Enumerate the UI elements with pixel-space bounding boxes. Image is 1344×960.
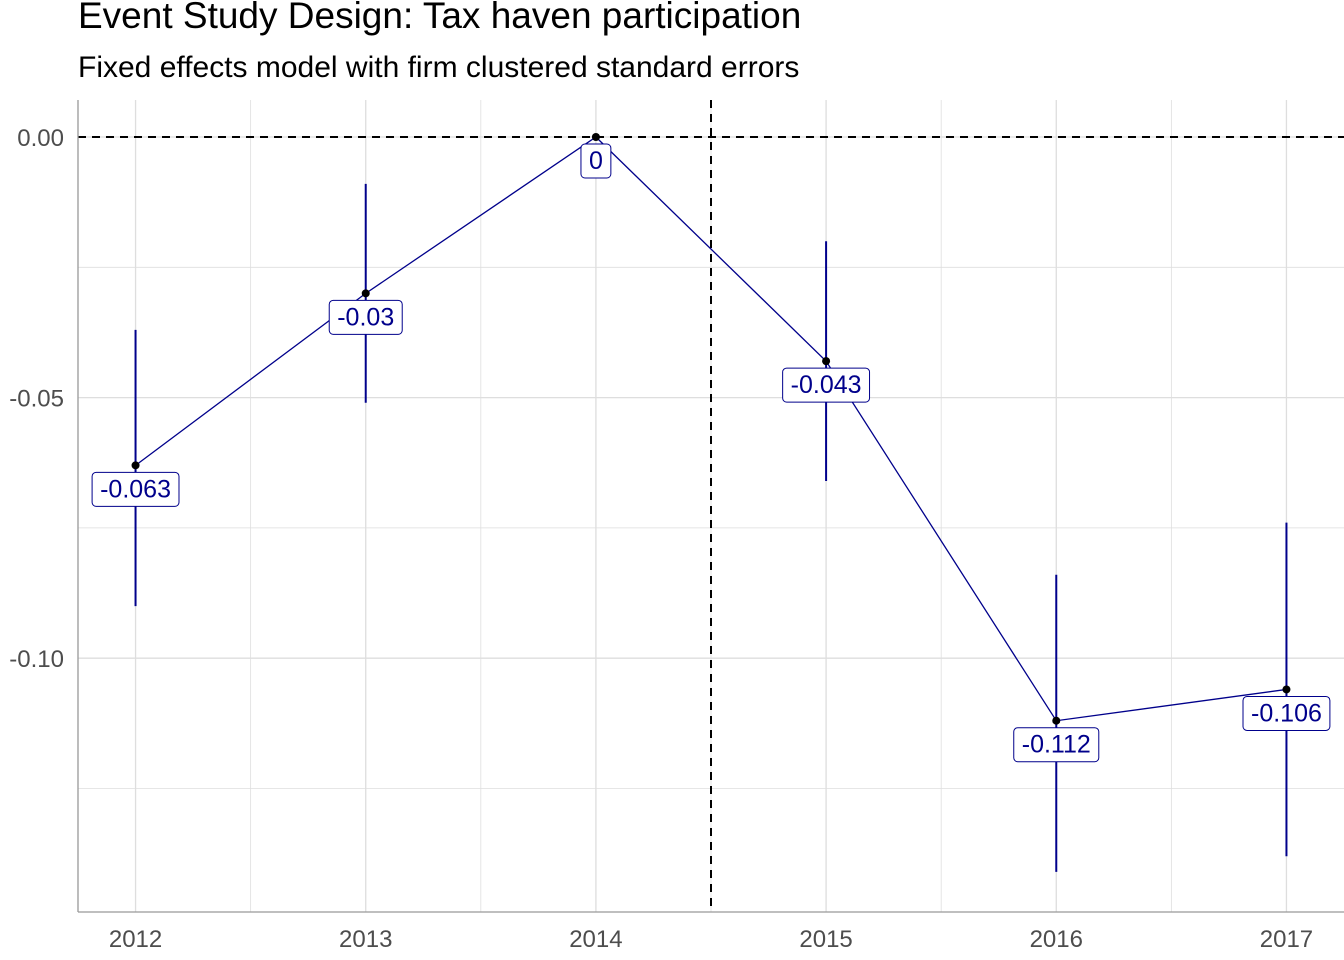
- point-label: 0: [589, 147, 603, 175]
- point-label: -0.063: [100, 475, 171, 503]
- point-labels: -0.063 -0.03 0 -0.043 -0.112 -0.106: [91, 143, 1331, 763]
- data-point: [591, 133, 600, 142]
- x-tick-label: 2015: [799, 926, 852, 953]
- chart-subtitle: Fixed effects model with firm clustered …: [78, 51, 800, 84]
- point-label: -0.106: [1251, 699, 1322, 727]
- point-label-box: [580, 143, 612, 179]
- point-label-group: -0.063: [91, 471, 180, 507]
- data-point: [822, 357, 831, 366]
- y-tick-label: -0.05: [9, 386, 64, 413]
- x-tick-label: 2013: [339, 926, 392, 953]
- point-label-box: [328, 299, 403, 335]
- x-tick-label: 2012: [109, 926, 162, 953]
- x-tick-label: 2016: [1030, 926, 1083, 953]
- point-label-box: [782, 367, 871, 403]
- series-layer: [131, 133, 1291, 872]
- y-tick-label: -0.10: [9, 646, 64, 673]
- point-label-box: [91, 471, 180, 507]
- point-label-group: -0.043: [782, 367, 871, 403]
- point-label-group: -0.112: [1013, 727, 1100, 763]
- data-point: [1052, 716, 1061, 725]
- point-label: -0.112: [1022, 731, 1091, 759]
- point-label-group: 0: [580, 143, 612, 179]
- axes: 0.00 -0.05 -0.10 2012 2013 2014 2015 2016 2017: [9, 100, 1344, 953]
- chart-title: Event Study Design: Tax haven participat…: [78, 0, 802, 36]
- x-tick-label: 2014: [569, 926, 622, 953]
- point-label-box: [1013, 727, 1100, 763]
- point-label-box: [1242, 695, 1331, 731]
- data-point: [361, 289, 370, 298]
- x-tick-label: 2017: [1260, 926, 1313, 953]
- series-line: [135, 136, 1287, 722]
- data-point: [1282, 685, 1291, 694]
- data-point: [131, 461, 140, 470]
- y-tick-label: 0.00: [17, 125, 64, 152]
- reference-lines: [78, 100, 1344, 912]
- point-label-group: -0.106: [1242, 695, 1331, 731]
- point-label: -0.03: [337, 303, 394, 331]
- point-label: -0.043: [791, 371, 862, 399]
- point-label-group: -0.03: [328, 299, 403, 335]
